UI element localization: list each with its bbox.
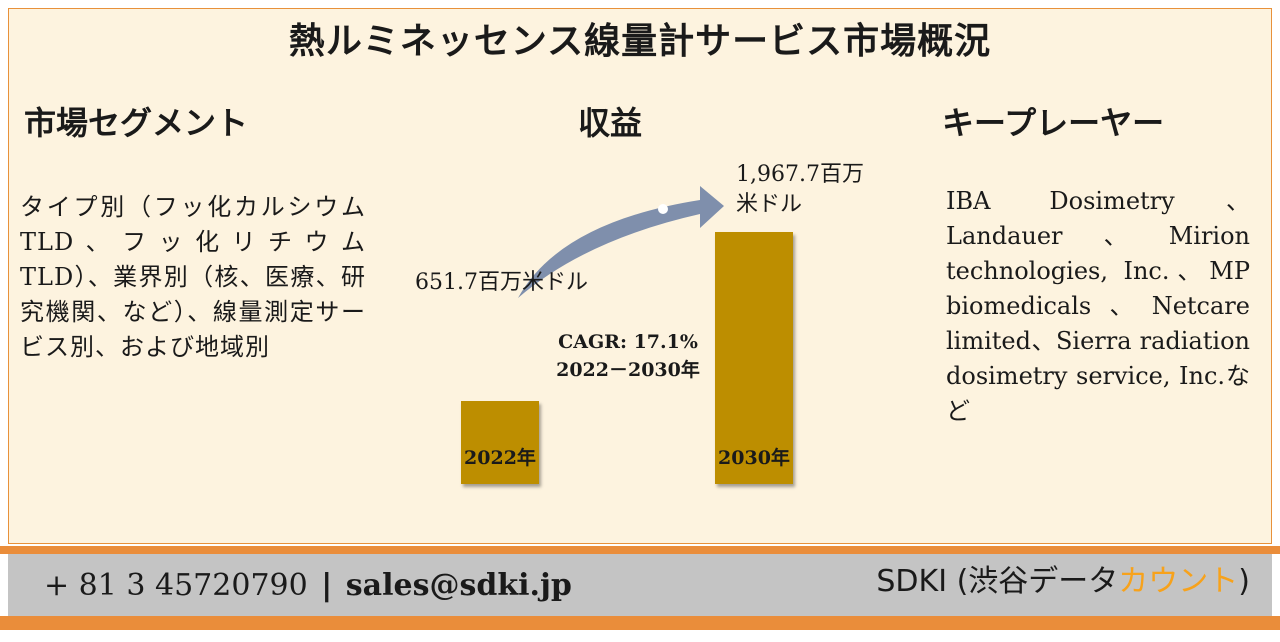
cagr-rate: CAGR: 17.1% [558,331,698,353]
value-label-2030: 1,967.7百万 米ドル [736,160,864,220]
page-title: 熱ルミネッセンス線量計サービス市場概況 [288,20,992,62]
value-label-2030-line2: 米ドル [736,192,803,217]
contact-info: + 81 3 45720790 | sales@sdki.jp [44,568,572,604]
bar-label-2022: 2022年 [464,446,536,469]
value-label-2030-line1: 1,967.7百万 [736,162,864,187]
players-heading: キープレーヤー [942,104,1165,142]
cagr-period: 2022－2030年 [556,359,700,381]
infographic-panel [8,8,1272,544]
value-label-2022: 651.7百万米ドル [415,270,588,295]
players-description: IBA Dosimetry、Landauer、Mirion technologi… [946,187,1250,425]
revenue-heading: 収益 [578,104,643,142]
brand-close: ) [1238,564,1250,599]
email-link[interactable]: sales@sdki.jp [345,568,572,603]
brand-name: SDKI (渋谷データカウント) [876,562,1250,602]
bar-2030: 2030年 [715,232,793,484]
segment-heading: 市場セグメント [24,104,249,142]
brand-main: SDKI (渋谷データ [876,564,1119,599]
bar-label-2030: 2030年 [718,447,790,469]
phone-number: + 81 3 45720790 [44,568,308,603]
cagr-label: CAGR: 17.1% 2022－2030年 [553,328,703,384]
bar-2022: 2022年 [461,400,539,484]
footer-top-band [0,546,1280,554]
brand-accent: カウント [1118,564,1239,599]
contact-separator: | [321,568,333,603]
footer-bar: + 81 3 45720790 | sales@sdki.jp SDKI (渋谷… [8,554,1272,616]
footer-bottom-band [0,616,1280,630]
segment-description: タイプ別（フッ化カルシウムTLD、フッ化リチウムTLD）、業界別（核、医療、研究… [20,193,366,361]
